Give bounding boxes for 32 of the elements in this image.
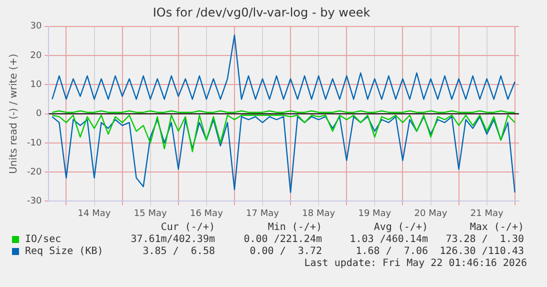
y-tick-label: -10 (26, 138, 42, 148)
text: 1.03 /460.14m (350, 234, 428, 245)
text: 37.61m/402.39m (130, 234, 215, 245)
text: 0.00 /221.24m (244, 234, 322, 245)
text: Last update: Fri May 22 01:46:16 2026 (304, 258, 527, 269)
y-tick-label: -20 (26, 167, 42, 178)
x-tick-label: 18 May (302, 208, 336, 219)
x-tick-label: 19 May (358, 208, 392, 219)
x-tick-label: 21 May (470, 208, 504, 219)
text: 0.00 / 3.72 (250, 246, 322, 257)
x-tick-label: 15 May (134, 208, 168, 219)
text: 3.85 / 6.58 (142, 246, 215, 257)
x-tick-label: 20 May (414, 208, 448, 219)
y-tick-label: -30 (26, 196, 42, 207)
y-tick-label: 0 (36, 109, 42, 120)
text: 126.30 /110.43 (440, 246, 524, 257)
y-tick-label: 30 (30, 22, 42, 32)
text: Min (-/+) (268, 222, 322, 233)
y-tick-label: 10 (30, 80, 42, 90)
x-tick-label: 14 May (78, 208, 112, 219)
y-axis-title: Units read (-) / write (+) (8, 54, 20, 174)
y-tick-label: 20 (30, 50, 42, 61)
text: 73.28 / 1.30 (446, 234, 524, 245)
text: Avg (-/+) (374, 222, 428, 233)
x-tick-label: 17 May (246, 208, 280, 219)
chart-title: IOs for /dev/vg0/lv-var-log - by week (152, 5, 370, 20)
text: Max (-/+) (470, 222, 524, 233)
legend-label: Req Size (KB) (25, 246, 104, 257)
x-tick-label: 16 May (190, 208, 224, 219)
text: 1.68 / 7.06 (356, 246, 428, 257)
legend-label: IO/sec (25, 234, 62, 245)
text: Cur (-/+) (160, 222, 215, 233)
